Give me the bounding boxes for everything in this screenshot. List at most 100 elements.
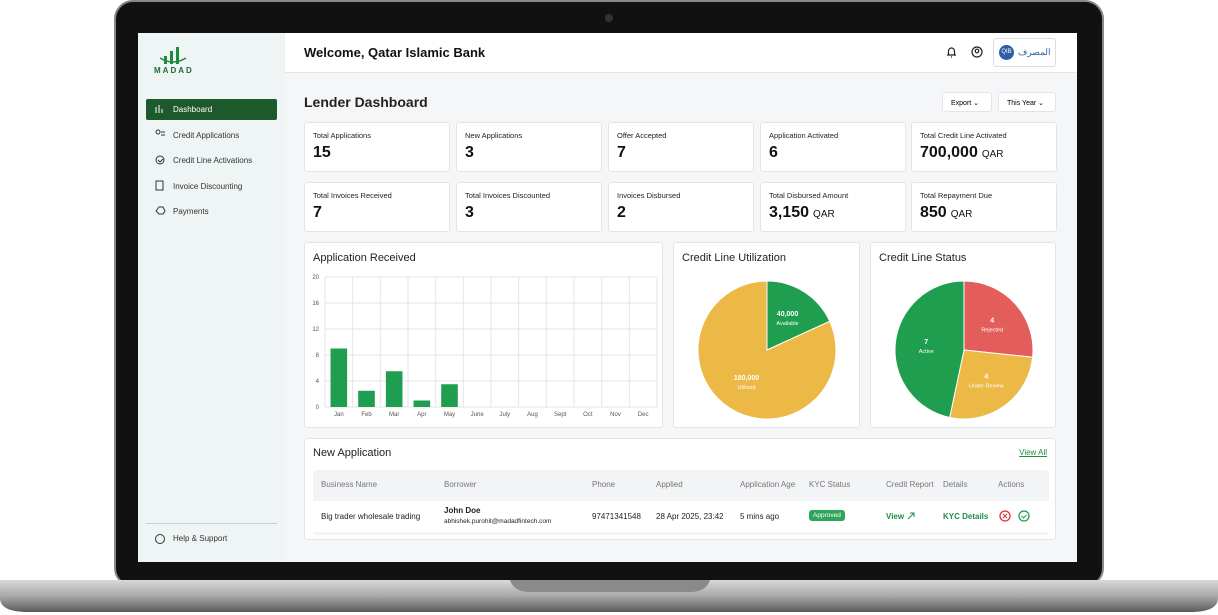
y-tick-label: 4 — [316, 379, 320, 385]
logo-icon — [159, 47, 187, 64]
help-icon — [155, 534, 165, 544]
column-header: Business Name — [321, 480, 378, 489]
stat-label: Total Invoices Discounted — [465, 191, 551, 200]
table-panel: New Application View All Business Name Bo… — [304, 438, 1056, 540]
nav-item[interactable]: Payments — [173, 207, 209, 216]
stat-value: 7 — [313, 204, 322, 222]
table-row: Big trader wholesale trading John Doe ab… — [313, 501, 1049, 532]
chart-title: Credit Line Utilization — [682, 252, 786, 264]
slice-value: 4 — [990, 318, 994, 325]
stat-label: Total Invoices Received — [313, 191, 392, 200]
y-tick-label: 8 — [316, 353, 320, 359]
column-header: Application Age — [740, 480, 796, 489]
slice-label: Available — [776, 321, 798, 327]
slice-value: 7 — [924, 339, 928, 346]
stat-value: 850 QAR — [920, 204, 972, 222]
stat-card: Offer Accepted 7 — [608, 122, 754, 172]
column-header: Credit Report — [886, 480, 934, 489]
sidebar: MADAD Dashboard Credit Applications Cred… — [138, 33, 285, 562]
nav-item[interactable]: Invoice Discounting — [173, 182, 243, 191]
stat-card: Total Invoices Discounted 3 — [456, 182, 602, 232]
x-tick-label: Apr — [417, 412, 426, 418]
slice-label: Rejected — [981, 328, 1003, 334]
slice-label: Under Review — [969, 384, 1004, 390]
cell: John Doe — [444, 506, 481, 515]
chart-title: Credit Line Status — [879, 252, 967, 264]
nav-item[interactable]: Dashboard — [173, 105, 213, 114]
x-tick-label: Mar — [389, 412, 399, 418]
x-tick-label: May — [444, 412, 455, 418]
slice-value: 180,000 — [734, 375, 759, 382]
pie-slice — [949, 349, 1034, 420]
stat-label: New Applications — [465, 131, 523, 140]
stat-value: 700,000 QAR — [920, 144, 1004, 162]
stat-number: 7 — [313, 204, 322, 221]
column-header: KYC Status — [809, 480, 851, 489]
stat-value: 3 — [465, 144, 474, 162]
stat-label: Offer Accepted — [617, 131, 667, 140]
stat-card: Application Activated 6 — [760, 122, 906, 172]
header: Welcome, Qatar Islamic Bank QIB المصرف — [285, 33, 1077, 73]
pie-slice — [894, 280, 965, 419]
x-tick-label: July — [499, 412, 510, 418]
nav-item[interactable]: Credit Applications — [173, 131, 240, 140]
stat-card: Total Credit Line Activated 700,000 QAR — [911, 122, 1057, 172]
pie-panel: Credit Line Utilization 40,000 Available 18… — [673, 242, 860, 428]
details-link[interactable]: KYC Details — [943, 512, 989, 521]
stat-value: 6 — [769, 144, 778, 162]
stat-number: 7 — [617, 144, 626, 161]
stat-number: 3 — [465, 144, 474, 161]
chart-title: Application Received — [313, 252, 416, 264]
stat-value: 15 — [313, 144, 331, 162]
stat-number: 850 — [920, 204, 947, 221]
x-tick-label: Nov — [610, 412, 621, 418]
stat-unit: QAR — [981, 149, 1004, 160]
screen: MADAD Dashboard Credit Applications Cred… — [138, 33, 1077, 562]
bank-logo: QIB المصرف — [993, 38, 1056, 67]
stat-label: Invoices Disbursed — [617, 191, 681, 200]
export-label[interactable]: Export — [951, 100, 972, 107]
bar-chart: Application Received 0 4 8 12 16 20 Jan Feb Mar Ap… — [312, 252, 658, 418]
stat-label: Total Disbursed Amount — [769, 191, 849, 200]
divider — [146, 523, 277, 524]
table: Business Name Borrower Phone Applied Applica… — [313, 470, 1049, 535]
help-link[interactable]: Help & Support — [173, 534, 228, 543]
x-tick-label: Sept — [554, 412, 567, 418]
column-header: Borrower — [444, 480, 477, 489]
stat-card: Total Disbursed Amount 3,150 QAR — [760, 182, 906, 232]
stat-label: Total Credit Line Activated — [920, 131, 1007, 140]
logo-text: MADAD — [154, 66, 194, 75]
nav-item[interactable]: Credit Line Activations — [173, 156, 253, 165]
stat-number: 3 — [465, 204, 474, 221]
slice-label: Utilized — [737, 385, 755, 391]
stat-number: 3,150 — [769, 204, 810, 221]
stat-number: 6 — [769, 144, 778, 161]
report-link[interactable]: View — [886, 512, 905, 521]
pie-chart: Credit Line Utilization 40,000 Available 18… — [682, 252, 837, 420]
y-tick-label: 12 — [312, 327, 319, 333]
table-title: New Application — [313, 447, 392, 459]
cell: 97471341548 — [592, 512, 641, 521]
header-icons — [947, 46, 983, 58]
x-tick-label: Dec — [638, 412, 649, 418]
nav-icons — [155, 105, 166, 215]
action-icons[interactable] — [998, 509, 1034, 523]
pie-panel: Credit Line Status 4 Rejected 4 Under Review… — [870, 242, 1056, 428]
nav-active — [146, 99, 277, 120]
period-label[interactable]: This Year — [1007, 100, 1037, 107]
period-select[interactable]: This Year ⌄ — [998, 92, 1056, 112]
bar — [385, 371, 403, 407]
export-button[interactable]: Export ⌄ — [942, 92, 992, 112]
kyc-badge: Approved — [809, 510, 845, 521]
stat-value: 2 — [617, 204, 626, 222]
y-tick-label: 0 — [316, 405, 320, 411]
cell: 5 mins ago — [740, 512, 780, 521]
y-tick-label: 20 — [312, 275, 319, 281]
stat-value: 3 — [465, 204, 474, 222]
stat-card: Total Applications 15 — [304, 122, 450, 172]
cell: 28 Apr 2025, 23:42 — [656, 512, 724, 521]
welcome: Welcome, Qatar Islamic Bank — [304, 45, 486, 60]
pie-slice — [963, 280, 1034, 358]
bar — [358, 390, 375, 407]
view-all[interactable]: View All — [1019, 448, 1047, 457]
